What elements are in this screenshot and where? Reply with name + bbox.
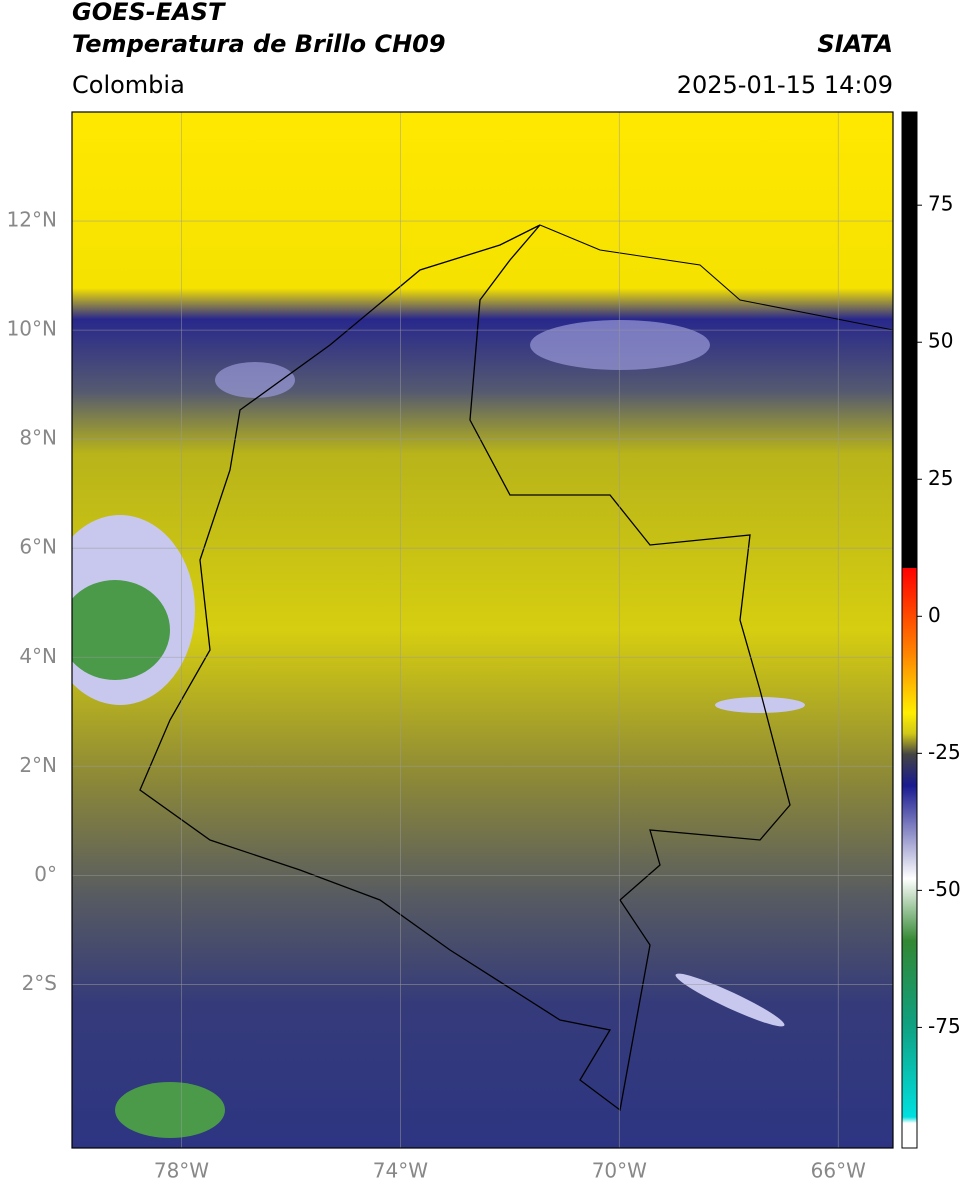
colorbar-tick-label: 25 <box>928 466 953 490</box>
cloud <box>115 1082 225 1138</box>
lat-tick-label: 6°N <box>19 535 57 559</box>
datetime: 2025-01-15 14:09 <box>677 71 893 99</box>
imagery <box>72 112 893 1148</box>
cloud <box>215 362 295 398</box>
lon-tick-label: 78°W <box>154 1159 209 1183</box>
lat-tick-label: 8°N <box>19 426 57 450</box>
cloud <box>715 697 805 713</box>
lat-tick-label: 4°N <box>19 644 57 668</box>
colorbar-tick-label: -50 <box>928 877 961 901</box>
cloud <box>72 580 170 680</box>
lat-tick-label: 2°S <box>22 971 57 995</box>
colorbar-tick-label: 75 <box>928 192 953 216</box>
title: Temperatura de Brillo CH09 <box>72 30 446 58</box>
agency: SIATA <box>817 30 893 58</box>
lat-tick-label: 2°N <box>19 753 57 777</box>
colorbar-tick-label: 50 <box>928 329 953 353</box>
colorbar-tick-label: 0 <box>928 603 941 627</box>
lat-tick-label: 12°N <box>7 208 57 232</box>
cloud <box>530 320 710 370</box>
colorbar <box>901 111 918 1149</box>
map-frame <box>71 111 894 1149</box>
lat-tick-label: 10°N <box>7 317 57 341</box>
lat-tick-label: 0° <box>34 862 57 886</box>
cloud <box>675 973 785 1027</box>
lon-tick-label: 66°W <box>811 1159 866 1183</box>
map <box>72 112 893 1148</box>
lon-tick-label: 70°W <box>592 1159 647 1183</box>
country-border <box>139 224 791 1112</box>
coastline <box>539 224 893 331</box>
region: Colombia <box>72 71 185 99</box>
colorbar-tick-label: -75 <box>928 1014 961 1038</box>
source: GOES-EAST <box>72 0 226 26</box>
lon-tick-label: 74°W <box>373 1159 428 1183</box>
colorbar-tick-label: -25 <box>928 740 961 764</box>
